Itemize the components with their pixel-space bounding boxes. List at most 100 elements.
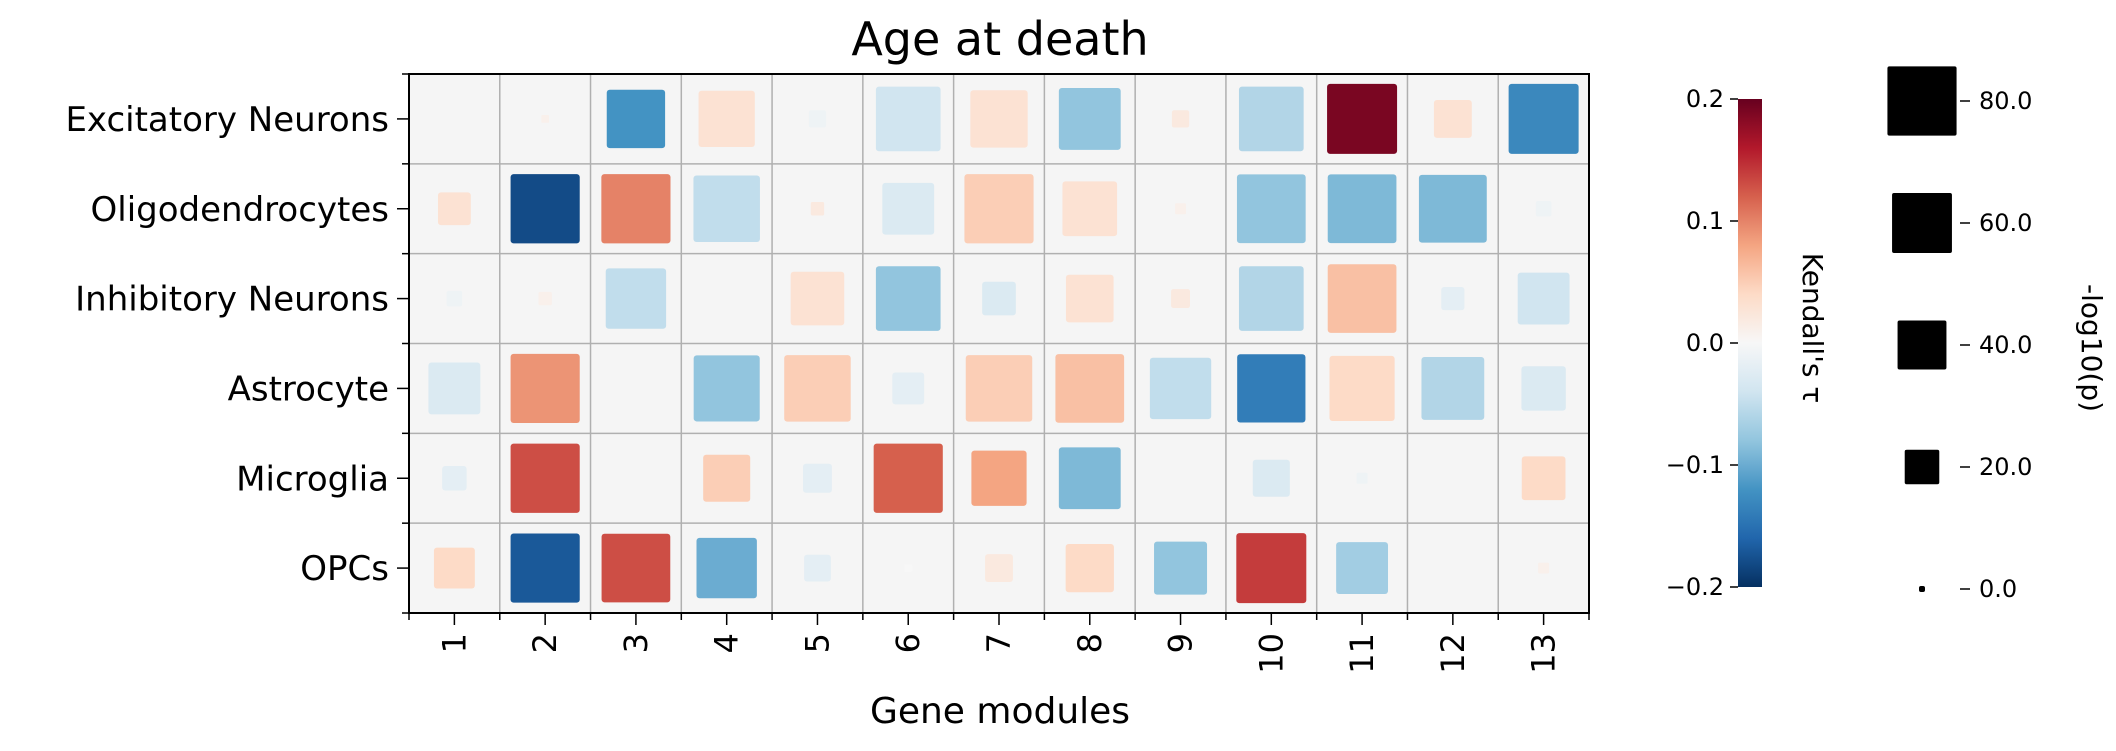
x-tick-label: 1: [435, 633, 473, 653]
size-legend-title: -log10(p): [2075, 284, 2108, 412]
cell-square: [971, 450, 1027, 506]
cell-square: [1327, 174, 1397, 244]
x-tick-label: 2: [526, 633, 564, 653]
cell-square: [873, 443, 943, 513]
x-tick-label: 4: [708, 633, 746, 653]
cell-square: [606, 89, 666, 149]
cell-square: [1327, 83, 1398, 154]
cell-square: [1252, 459, 1290, 497]
cell-square: [1171, 289, 1191, 309]
colorbar-gradient: [1738, 99, 1762, 587]
cell-square: [437, 192, 471, 226]
size-legend-square: [1919, 586, 1925, 592]
cell-square: [1238, 86, 1304, 152]
size-legend-tick-label: 80.0: [1979, 87, 2032, 115]
y-tick-label: OPCs: [300, 549, 389, 589]
cell-square: [1236, 533, 1307, 604]
chart-title: Age at death: [851, 12, 1148, 66]
cell-square: [970, 90, 1028, 148]
x-tick-label: 11: [1343, 633, 1381, 674]
colorbar-tick-label: 0.2: [1686, 85, 1724, 113]
x-axis-title: Gene modules: [870, 691, 1130, 732]
cell-square: [1237, 354, 1306, 423]
cell-square: [1517, 272, 1570, 325]
size-legend-square: [1897, 320, 1947, 370]
cell-square: [1508, 83, 1579, 154]
x-tick-label: 12: [1434, 633, 1472, 674]
cell-square: [892, 372, 925, 405]
cell-square: [1538, 562, 1550, 574]
size-legend-square: [1904, 449, 1940, 485]
cell-square: [1433, 99, 1472, 138]
cell-square: [433, 547, 475, 589]
cell-square: [1356, 472, 1368, 484]
cell-square: [1171, 110, 1190, 128]
cell-square: [698, 90, 755, 148]
cell-square: [804, 554, 831, 582]
x-tick-label: 7: [980, 633, 1018, 653]
cell-square: [810, 202, 825, 216]
colorbar-tick-label: −0.1: [1666, 451, 1724, 479]
cell-square: [601, 174, 671, 244]
cell-square: [882, 182, 935, 235]
size-legend-tick-label: 60.0: [1979, 209, 2032, 237]
grid-lines: [409, 74, 1589, 613]
cell-square: [510, 533, 580, 603]
cell-square: [693, 175, 760, 242]
y-tick-label: Astrocyte: [228, 369, 389, 409]
cell-square: [982, 281, 1016, 316]
cell-square: [875, 86, 941, 152]
y-tick-label: Inhibitory Neurons: [75, 280, 389, 320]
y-tick-label: Microglia: [236, 459, 389, 499]
cell-square: [1065, 543, 1114, 593]
cell-square: [703, 454, 751, 502]
cell-square: [1327, 264, 1397, 333]
cell-square: [904, 564, 913, 572]
colorbar: 0.2 0.1 0.0 −0.1 −0.2: [1666, 85, 1762, 601]
cell-square: [1421, 357, 1485, 420]
cell-square: [1329, 355, 1395, 421]
cell-square: [964, 174, 1034, 244]
size-legend: 80.0 60.0 40.0 20.0 0.0: [1887, 66, 2032, 603]
colorbar-tick-label: 0.0: [1686, 329, 1724, 357]
x-tick-label: 6: [889, 633, 927, 653]
cell-square: [985, 554, 1013, 583]
cell-square: [808, 110, 827, 128]
cell-square: [510, 443, 580, 513]
cell-square: [784, 355, 851, 422]
cell-square: [442, 466, 467, 491]
size-legend-tick-label: 40.0: [1979, 331, 2032, 359]
cell-square: [1149, 357, 1212, 420]
cell-square: [1521, 456, 1566, 501]
cell-square: [875, 266, 941, 331]
heatmap-cells: [428, 83, 1579, 604]
cell-square: [1154, 541, 1208, 595]
cell-square: [790, 271, 845, 326]
cell-square: [1535, 201, 1552, 217]
cell-square: [541, 115, 550, 123]
cell-square: [510, 353, 580, 423]
cell-square: [601, 533, 671, 603]
size-legend-tick-label: 0.0: [1979, 575, 2017, 603]
cell-square: [693, 355, 760, 422]
x-tick-label: 3: [617, 633, 655, 653]
cell-square: [446, 290, 463, 307]
y-tick-label: Excitatory Neurons: [65, 100, 389, 140]
cell-square: [538, 291, 552, 306]
cell-square: [1065, 274, 1114, 323]
cell-square: [510, 174, 580, 244]
size-legend-square: [1887, 66, 1957, 136]
x-tick-label: 10: [1252, 633, 1290, 674]
cell-square: [1175, 203, 1187, 215]
cell-square: [428, 362, 481, 415]
colorbar-title: Kendall's τ: [1796, 253, 1829, 403]
size-legend-tick-label: 20.0: [1979, 453, 2032, 481]
cell-square: [1236, 174, 1306, 244]
cell-square: [1058, 87, 1121, 150]
cell-square: [1238, 266, 1304, 331]
cell-square: [1062, 181, 1118, 237]
x-tick-label: 9: [1162, 633, 1200, 653]
size-legend-square: [1892, 193, 1952, 253]
